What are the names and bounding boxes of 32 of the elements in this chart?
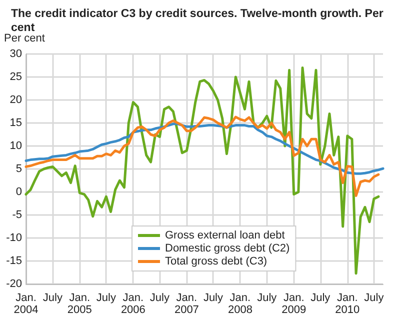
x-tick-label: Jan. 2009 [282, 292, 306, 316]
x-tick-label: Jan. 2006 [120, 292, 146, 316]
y-axis-title: Per cent [4, 32, 45, 44]
y-tick-label: 5 [16, 163, 22, 175]
y-tick-label: -15 [6, 255, 22, 267]
x-tick-label: Jan. 2005 [67, 292, 92, 316]
x-tick-label: July [310, 292, 331, 304]
x-tick-label: July [257, 292, 278, 304]
x-tick-label: July [96, 292, 116, 304]
line-series [24, 116, 380, 197]
x-tick-label: Jan. 2008 [228, 292, 252, 316]
y-tick-label: 20 [10, 94, 22, 106]
y-tick-label: 0 [16, 186, 22, 198]
x-tick-label: July [203, 292, 224, 304]
x-tick-label: Jan. 2004 [14, 292, 38, 316]
y-tick-label: -20 [6, 278, 22, 290]
x-tick-label: Jan. 2010 [335, 292, 360, 316]
y-tick-label: 25 [10, 71, 22, 83]
y-tick-label: 30 [10, 48, 22, 60]
x-tick-label: July [42, 292, 63, 304]
y-tick-label: 15 [10, 117, 22, 129]
y-tick-label: -10 [6, 232, 22, 244]
legend-label: Gross external loan debt [165, 230, 285, 242]
legend-label: Domestic gross debt (C2) [165, 242, 290, 254]
x-tick-label: July [150, 292, 170, 304]
legend-label: Total gross debt (C3) [165, 256, 268, 268]
x-tick-label: Jan. 2007 [174, 292, 199, 316]
x-tick-label: July [364, 292, 384, 304]
y-tick-label: -5 [12, 209, 22, 221]
line-series [24, 66, 380, 275]
chart-title: The credit indicator C3 by credit sources. Twelve-month growth. Per cent [11, 8, 387, 34]
y-tick-label: 10 [10, 140, 22, 152]
